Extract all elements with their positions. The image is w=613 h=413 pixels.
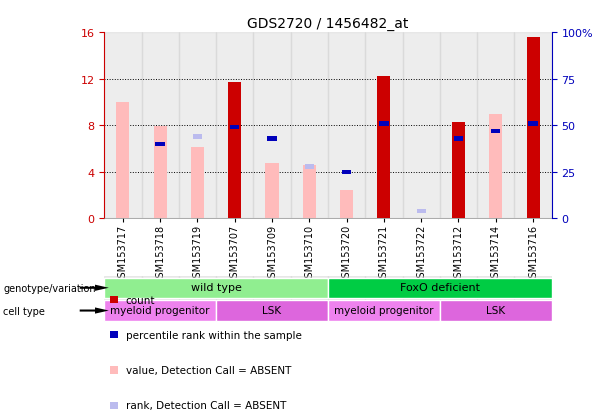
Bar bbox=[477, 277, 514, 299]
Text: rank, Detection Call = ABSENT: rank, Detection Call = ABSENT bbox=[126, 400, 286, 410]
Bar bbox=[191, 148, 204, 219]
Bar bbox=[489, 114, 502, 219]
Bar bbox=[154, 127, 167, 219]
Text: wild type: wild type bbox=[191, 282, 242, 292]
Bar bbox=[491, 129, 500, 134]
Title: GDS2720 / 1456482_at: GDS2720 / 1456482_at bbox=[247, 17, 409, 31]
Text: myeloid progenitor: myeloid progenitor bbox=[334, 305, 433, 315]
Bar bbox=[328, 299, 365, 322]
Bar bbox=[527, 38, 539, 219]
Bar bbox=[104, 33, 142, 219]
Bar bbox=[305, 164, 314, 169]
Bar bbox=[328, 301, 440, 321]
Bar bbox=[365, 33, 403, 219]
Bar bbox=[179, 277, 216, 299]
Text: percentile rank within the sample: percentile rank within the sample bbox=[126, 330, 302, 340]
Bar bbox=[440, 277, 477, 299]
Text: FoxO deficient: FoxO deficient bbox=[400, 282, 480, 292]
Bar bbox=[328, 278, 552, 298]
Bar bbox=[365, 277, 403, 299]
Bar bbox=[216, 299, 253, 322]
Text: myeloid progenitor: myeloid progenitor bbox=[110, 305, 210, 315]
Bar bbox=[379, 122, 389, 126]
Bar bbox=[253, 33, 291, 219]
Bar bbox=[416, 209, 426, 214]
Bar bbox=[365, 299, 403, 322]
Bar bbox=[142, 299, 179, 322]
Bar bbox=[514, 33, 552, 219]
Bar bbox=[403, 299, 440, 322]
Bar bbox=[291, 277, 328, 299]
Bar bbox=[403, 277, 440, 299]
Text: count: count bbox=[126, 295, 155, 305]
Bar bbox=[104, 278, 328, 298]
Bar bbox=[477, 33, 514, 219]
Bar bbox=[440, 301, 552, 321]
Bar bbox=[267, 137, 276, 141]
Bar bbox=[179, 299, 216, 322]
Bar bbox=[514, 277, 552, 299]
Bar bbox=[291, 33, 328, 219]
Text: value, Detection Call = ABSENT: value, Detection Call = ABSENT bbox=[126, 365, 291, 375]
Bar bbox=[328, 277, 365, 299]
Bar bbox=[291, 299, 328, 322]
Bar bbox=[514, 299, 552, 322]
Bar bbox=[452, 123, 465, 219]
Bar bbox=[156, 142, 165, 147]
Bar bbox=[403, 33, 440, 219]
Bar bbox=[528, 122, 538, 126]
Text: LSK: LSK bbox=[486, 305, 505, 315]
Text: cell type: cell type bbox=[3, 306, 45, 316]
Bar bbox=[340, 191, 353, 219]
Bar bbox=[216, 277, 253, 299]
Bar bbox=[253, 299, 291, 322]
Bar bbox=[228, 83, 242, 219]
Bar bbox=[142, 33, 179, 219]
Bar bbox=[142, 277, 179, 299]
Bar bbox=[342, 170, 351, 175]
Bar bbox=[216, 301, 328, 321]
Bar bbox=[477, 299, 514, 322]
Bar bbox=[440, 299, 477, 322]
Bar bbox=[104, 277, 142, 299]
Bar bbox=[179, 33, 216, 219]
Bar bbox=[328, 33, 365, 219]
Bar bbox=[230, 126, 240, 130]
Bar bbox=[216, 33, 253, 219]
Bar bbox=[265, 163, 278, 219]
Bar bbox=[253, 277, 291, 299]
Bar bbox=[104, 299, 142, 322]
Bar bbox=[104, 301, 216, 321]
Bar bbox=[192, 135, 202, 140]
Bar bbox=[303, 166, 316, 219]
Bar bbox=[440, 33, 477, 219]
Bar bbox=[454, 137, 463, 141]
Bar bbox=[116, 103, 129, 219]
Text: genotype/variation: genotype/variation bbox=[3, 283, 96, 293]
Text: LSK: LSK bbox=[262, 305, 281, 315]
Bar bbox=[378, 77, 390, 219]
